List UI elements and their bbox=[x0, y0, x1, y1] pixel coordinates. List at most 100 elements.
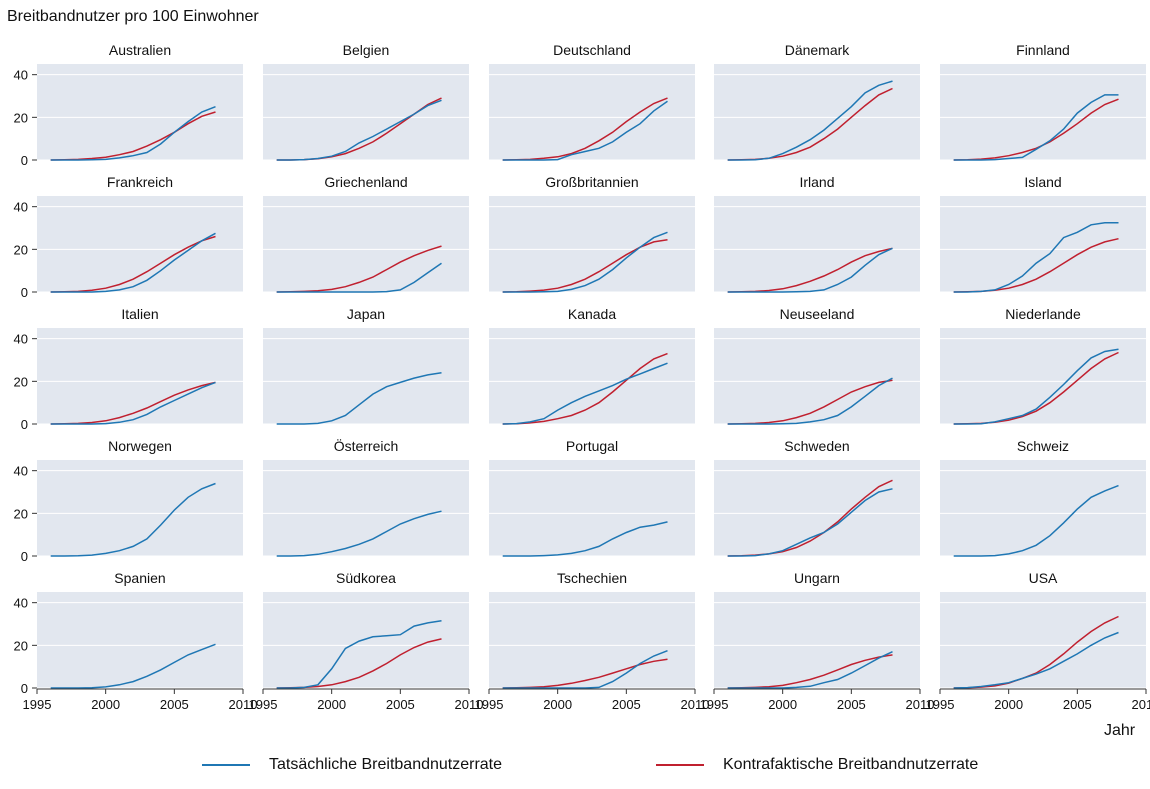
legend-swatch-actual bbox=[202, 764, 250, 766]
panel-title-italien: Italien bbox=[121, 306, 158, 322]
x-tick-label: 2005 bbox=[612, 697, 641, 712]
panel-großbritannien: Großbritannien bbox=[489, 174, 695, 292]
y-tick-label: 20 bbox=[14, 638, 28, 653]
panel-title-dänemark: Dänemark bbox=[785, 42, 851, 58]
y-tick-label: 40 bbox=[14, 68, 28, 83]
y-tick-label: 20 bbox=[14, 506, 28, 521]
panel-title-belgien: Belgien bbox=[343, 42, 390, 58]
panel-irland: Irland bbox=[714, 174, 920, 292]
panel-title-großbritannien: Großbritannien bbox=[545, 174, 638, 190]
panel-background bbox=[940, 328, 1146, 424]
panel-title-schweiz: Schweiz bbox=[1017, 438, 1069, 454]
panel-background bbox=[263, 328, 469, 424]
panel-background bbox=[940, 460, 1146, 556]
panel-background bbox=[940, 592, 1146, 688]
legend-label-actual: Tatsächliche Breitbandnutzerrate bbox=[269, 756, 502, 774]
panel-spanien: Spanien020401995 2000 2005 2010 bbox=[14, 570, 258, 712]
panel-background bbox=[37, 64, 243, 160]
y-tick-label: 0 bbox=[21, 549, 28, 564]
panel-title-irland: Irland bbox=[799, 174, 834, 190]
panel-usa: USA 1995 2000 2005 2010 bbox=[926, 570, 1150, 712]
panel-tschechien: Tschechien1995 2000 2005 2010 bbox=[475, 570, 710, 712]
y-tick-label: 40 bbox=[14, 464, 28, 479]
panel-kanada: Kanada bbox=[489, 306, 695, 424]
y-tick-label: 20 bbox=[14, 110, 28, 125]
panel-title-island: Island bbox=[1024, 174, 1061, 190]
panel-norwegen: Norwegen 0 20 40 bbox=[14, 438, 243, 564]
y-tick-label: 20 bbox=[14, 374, 28, 389]
panel-title-südkorea: Südkorea bbox=[336, 570, 396, 586]
x-tick-label: 1995 bbox=[249, 697, 278, 712]
y-tick-label: 0 bbox=[21, 153, 28, 168]
y-tick-label: 0 bbox=[21, 285, 28, 300]
panel-belgien: Belgien bbox=[263, 42, 469, 160]
panel-title-australien: Australien bbox=[109, 42, 171, 58]
panel-schweiz: Schweiz bbox=[940, 438, 1146, 556]
panel-background bbox=[37, 592, 243, 688]
panel-title-österreich: Österreich bbox=[334, 437, 399, 454]
panel-title-ungarn: Ungarn bbox=[794, 570, 840, 586]
panel-background bbox=[489, 64, 695, 160]
panel-title-norwegen: Norwegen bbox=[108, 438, 172, 454]
panel-background bbox=[489, 328, 695, 424]
panel-deutschland: Deutschland bbox=[489, 42, 695, 160]
legend-item-counterfactual: Kontrafaktische Breitbandnutzerrate bbox=[656, 756, 978, 774]
legend-label-counterfactual: Kontrafaktische Breitbandnutzerrate bbox=[723, 756, 978, 774]
panel-finnland: Finnland bbox=[940, 42, 1146, 160]
panel-background bbox=[714, 196, 920, 292]
panel-title-usa: USA bbox=[1029, 570, 1058, 586]
legend-swatch-counterfactual bbox=[656, 764, 704, 766]
panel-background bbox=[714, 592, 920, 688]
y-tick-label: 40 bbox=[14, 200, 28, 215]
panel-ungarn: Ungarn 1995 2000 2005 2010 bbox=[700, 570, 935, 712]
panel-title-finnland: Finnland bbox=[1016, 42, 1070, 58]
panel-neuseeland: Neuseeland bbox=[714, 306, 920, 424]
panel-background bbox=[263, 196, 469, 292]
panel-background bbox=[37, 460, 243, 556]
panel-title-griechenland: Griechenland bbox=[324, 174, 407, 190]
x-tick-label: 2005 bbox=[386, 697, 415, 712]
panel-title-frankreich: Frankreich bbox=[107, 174, 173, 190]
panel-background bbox=[37, 196, 243, 292]
panel-background bbox=[37, 328, 243, 424]
x-tick-label: 2000 bbox=[768, 697, 797, 712]
small-multiples-chart: Australien 0 20 40 Belgien Deutschland Dänemar… bbox=[0, 0, 1150, 750]
x-tick-label: 2000 bbox=[317, 697, 346, 712]
panel-island: Island bbox=[940, 174, 1146, 292]
y-tick-label: 20 bbox=[14, 242, 28, 257]
panel-frankreich: Frankreich 0 20 40 bbox=[14, 174, 243, 300]
panel-title-schweden: Schweden bbox=[784, 438, 849, 454]
panel-background bbox=[714, 460, 920, 556]
x-tick-label: 2000 bbox=[543, 697, 572, 712]
panel-japan: Japan bbox=[263, 306, 469, 424]
panel-südkorea: Südkorea1995 2000 2005 2010 bbox=[249, 570, 484, 712]
x-axis-title: Jahr bbox=[1104, 722, 1135, 740]
panel-österreich: Österreich bbox=[263, 437, 469, 556]
panel-portugal: Portugal bbox=[489, 438, 695, 556]
legend: Tatsächliche Breitbandnutzerrate Kontraf… bbox=[0, 756, 1150, 782]
x-tick-label: 2005 bbox=[837, 697, 866, 712]
x-tick-label: 2005 bbox=[160, 697, 189, 712]
panel-background bbox=[714, 64, 920, 160]
panel-background bbox=[489, 592, 695, 688]
panel-title-niederlande: Niederlande bbox=[1005, 306, 1081, 322]
y-tick-label: 0 bbox=[21, 417, 28, 432]
legend-item-actual: Tatsächliche Breitbandnutzerrate bbox=[202, 756, 502, 774]
y-tick-label: 0 bbox=[21, 681, 28, 696]
panel-title-tschechien: Tschechien bbox=[557, 570, 627, 586]
x-tick-label: 1995 bbox=[926, 697, 955, 712]
panel-title-kanada: Kanada bbox=[568, 306, 616, 322]
panel-background bbox=[489, 196, 695, 292]
x-tick-label: 1995 bbox=[475, 697, 504, 712]
panel-title-deutschland: Deutschland bbox=[553, 42, 631, 58]
x-tick-label: 1995 bbox=[700, 697, 729, 712]
panel-schweden: Schweden bbox=[714, 438, 920, 556]
panel-title-spanien: Spanien bbox=[114, 570, 165, 586]
panel-title-portugal: Portugal bbox=[566, 438, 618, 454]
y-tick-label: 40 bbox=[14, 596, 28, 611]
x-tick-label: 2000 bbox=[91, 697, 120, 712]
x-tick-label: 1995 bbox=[23, 697, 52, 712]
panel-niederlande: Niederlande bbox=[940, 306, 1146, 424]
panel-australien: Australien 0 20 40 bbox=[14, 42, 243, 168]
panel-griechenland: Griechenland bbox=[263, 174, 469, 292]
